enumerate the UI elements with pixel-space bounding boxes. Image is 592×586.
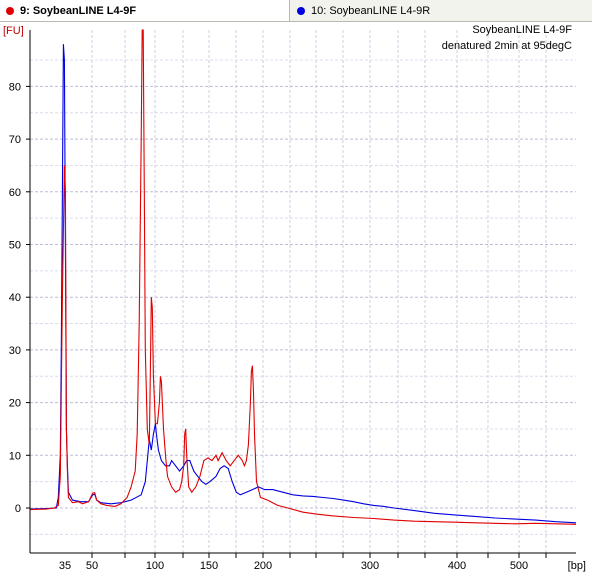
- x-tick-label: 100: [146, 560, 164, 572]
- x-tick-label: 200: [254, 560, 272, 572]
- series-layer: [29, 29, 577, 525]
- x-tick-label: 500: [510, 560, 528, 572]
- y-axis-label: [FU]: [3, 25, 24, 37]
- tab-sample-10[interactable]: 10: SoybeanLINE L4-9R: [291, 0, 592, 21]
- y-tick-label: 30: [9, 345, 21, 357]
- tab-sample-9[interactable]: 9: SoybeanLINE L4-9F: [0, 0, 290, 21]
- blue-dot-icon: [297, 6, 305, 15]
- tab-sample-10-label: 10: SoybeanLINE L4-9R: [311, 4, 431, 17]
- y-tick-label: 40: [9, 292, 21, 304]
- x-axis-label: [bp]: [568, 560, 586, 572]
- y-tick-label: 80: [9, 81, 21, 93]
- chart-title: SoybeanLINE L4-9F: [472, 24, 572, 36]
- y-tick-label: 0: [15, 503, 21, 515]
- series-line-sample-9: [29, 29, 577, 525]
- x-ticks: 35 50 100 150 200 300 400 500: [59, 553, 547, 572]
- tab-sample-9-label: 9: SoybeanLINE L4-9F: [20, 4, 137, 17]
- chart-subtitle: denatured 2min at 95degC: [442, 40, 572, 52]
- y-ticks: 0 10 20 30 40 50 60 70 80: [9, 81, 30, 515]
- x-tick-label: 300: [361, 560, 379, 572]
- y-tick-label: 70: [9, 134, 21, 146]
- x-tick-label: 50: [86, 560, 98, 572]
- y-tick-label: 10: [9, 450, 21, 462]
- y-tick-label: 60: [9, 187, 21, 199]
- x-tick-label: 400: [448, 560, 466, 572]
- red-dot-icon: [6, 6, 14, 15]
- y-tick-label: 50: [9, 240, 21, 252]
- x-tick-label: 35: [59, 560, 71, 572]
- y-tick-label: 20: [9, 398, 21, 410]
- sample-tab-bar: 9: SoybeanLINE L4-9F 10: SoybeanLINE L4-…: [0, 0, 592, 22]
- electropherogram-chart: 0 10 20 30 40 50 60 70 80 35 50 100 150 200 300 400 500…: [3, 24, 586, 572]
- x-tick-label: 150: [200, 560, 218, 572]
